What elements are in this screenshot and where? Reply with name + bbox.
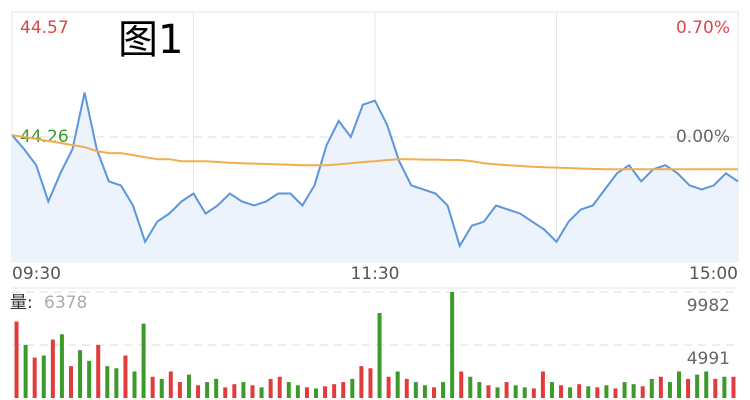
volume-bar (450, 292, 455, 398)
volume-bar (96, 344, 101, 398)
volume-bar (314, 388, 319, 398)
volume-readout: 6378 (44, 293, 87, 313)
chart-title: 图1 (118, 17, 183, 63)
volume-bar (232, 384, 237, 398)
volume-bar (459, 371, 464, 398)
volume-bar (214, 378, 219, 398)
volume-bar (123, 355, 128, 398)
volume-bar (105, 366, 110, 398)
volume-label: 量: (10, 293, 33, 313)
volume-bar (350, 378, 355, 398)
volume-bar (250, 385, 255, 398)
volume-bar (304, 387, 309, 398)
volume-bar (486, 385, 491, 398)
volume-bar (50, 339, 55, 398)
volume-bar (713, 378, 718, 398)
volume-bar (613, 388, 618, 398)
volume-bar (68, 366, 73, 398)
volume-bar (631, 384, 636, 398)
volume-bar (205, 382, 210, 398)
volume-bar (604, 385, 609, 398)
volume-bar (186, 374, 191, 398)
volume-bar (277, 376, 282, 398)
volume-bar (132, 371, 137, 398)
x-tick-label: 11:30 (351, 264, 400, 284)
y-tick-label: 4991 (687, 349, 730, 369)
volume-bar (622, 382, 627, 398)
volume-bar (341, 382, 346, 398)
volume-bar (667, 382, 672, 398)
volume-bar (577, 384, 582, 398)
volume-bar (549, 382, 554, 398)
volume-bar (441, 382, 446, 398)
volume-bar (559, 385, 564, 398)
volume-bar (595, 387, 600, 398)
volume-bar (695, 374, 700, 398)
volume-bar (295, 385, 300, 398)
volume-bar (268, 378, 273, 398)
volume-bar (223, 387, 228, 398)
volume-bar (658, 376, 663, 398)
volume-bar (159, 378, 164, 398)
volume-bar (431, 387, 436, 398)
y2-tick-label: 0.00% (676, 127, 730, 147)
volume-bar (196, 385, 201, 398)
volume-bar (513, 385, 518, 398)
volume-bar (150, 376, 155, 398)
price-area (12, 92, 738, 262)
volume-bar (586, 386, 591, 398)
volume-bar (395, 371, 400, 398)
volume-bar (413, 382, 418, 398)
volume-bar (731, 376, 736, 398)
volume-bar (704, 371, 709, 398)
volume-bar (368, 368, 373, 398)
volume-bar (23, 344, 28, 398)
volume-bar (568, 387, 573, 398)
volume-bar (404, 378, 409, 398)
x-tick-label: 09:30 (12, 264, 61, 284)
volume-bar (640, 386, 645, 398)
volume-bar (377, 313, 382, 398)
volume-bar (114, 368, 119, 398)
volume-bar (332, 384, 337, 398)
volume-bar (168, 371, 173, 398)
volume-bar (78, 350, 83, 398)
volume-bar (531, 388, 536, 398)
volume-bar (540, 371, 545, 398)
volume-bar (649, 378, 654, 398)
volume-bar (59, 334, 64, 398)
volume-bar (677, 371, 682, 398)
volume-bar (87, 360, 92, 398)
y2-tick-label: 0.70% (676, 18, 730, 38)
average-line (11, 134, 738, 171)
volume-bar (522, 387, 527, 398)
price-line (11, 92, 739, 249)
volume-bar (477, 382, 482, 398)
volume-bar (359, 366, 364, 398)
volume-bar (468, 376, 473, 398)
volume-bar (504, 382, 509, 398)
volume-bar (259, 387, 264, 398)
volume-bar (386, 376, 391, 398)
volume-bar (495, 387, 500, 398)
volume-bar (32, 357, 37, 398)
volume-bar (41, 355, 46, 398)
x-tick-label: 15:00 (689, 264, 738, 284)
volume-bar (722, 376, 727, 398)
volume-bar (422, 385, 427, 398)
volume-bar (177, 382, 182, 398)
volume-bar (323, 386, 328, 398)
y-tick-label: 44.57 (20, 18, 69, 38)
volume-bar (14, 321, 19, 398)
y-tick-label: 9982 (687, 296, 730, 316)
volume-bar (286, 382, 291, 398)
volume-bar (241, 382, 246, 398)
volume-bar (686, 378, 691, 398)
volume-bar (141, 323, 146, 398)
